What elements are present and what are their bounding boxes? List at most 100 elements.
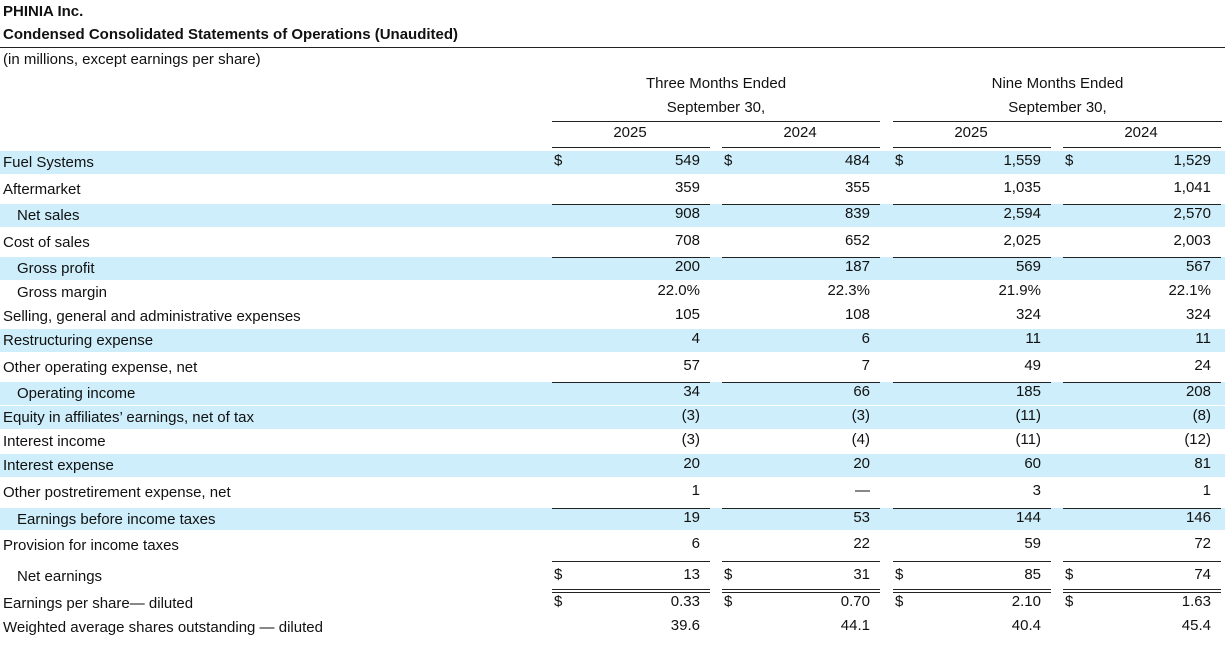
row-shade: [0, 329, 1225, 352]
value-cell: 66: [853, 383, 870, 400]
value-cell: (4): [851, 431, 870, 448]
currency-symbol: $: [895, 565, 904, 583]
value-cell: 146: [1185, 508, 1211, 526]
sum-rule: [1063, 204, 1221, 205]
value-cell: 1,035: [1003, 178, 1041, 196]
sum-rule: [552, 508, 710, 509]
row-label: Net sales: [17, 207, 80, 224]
value-cell: 1,559: [1003, 152, 1041, 169]
column-rule: [722, 147, 880, 148]
group-header: September 30,: [666, 99, 766, 116]
row-label: Selling, general and administrative expe…: [3, 308, 301, 325]
currency-symbol: $: [554, 565, 563, 583]
value-cell: 13: [683, 565, 700, 583]
group-rule: [552, 121, 880, 122]
sum-rule: [893, 257, 1051, 258]
value-cell: 187: [844, 258, 870, 275]
value-cell: 108: [844, 306, 870, 323]
value-cell: 0.70: [840, 592, 870, 610]
row-label: Earnings before income taxes: [17, 510, 216, 528]
value-cell: 31: [853, 565, 870, 583]
row-label: Provision for income taxes: [3, 537, 179, 554]
value-cell: 22.1%: [1168, 282, 1211, 299]
row-shade: [0, 204, 1225, 227]
value-cell: 7: [861, 356, 870, 374]
group-rule: [893, 121, 1222, 122]
value-cell: 21.9%: [998, 282, 1041, 299]
value-cell: 839: [844, 205, 870, 222]
units-note: (in millions, except earnings per share): [3, 51, 261, 68]
value-cell: (3): [681, 407, 700, 424]
value-cell: 0.33: [670, 592, 700, 610]
sum-rule: [893, 508, 1051, 509]
currency-symbol: $: [724, 592, 733, 610]
sum-rule: [722, 561, 880, 562]
row-label: Net earnings: [17, 567, 103, 585]
value-cell: 44.1: [840, 616, 870, 634]
value-cell: 6: [691, 535, 700, 552]
value-cell: 19: [683, 508, 700, 526]
row-label: Weighted average shares outstanding — di…: [3, 618, 323, 636]
value-cell: 24: [1194, 356, 1211, 374]
company-name: PHINIA Inc.: [3, 3, 84, 20]
value-cell: 20: [853, 455, 870, 472]
value-cell: 57: [683, 356, 700, 374]
value-cell: 81: [1194, 455, 1211, 472]
value-cell: 49: [1024, 356, 1041, 374]
value-cell: 20: [683, 455, 700, 472]
currency-symbol: $: [724, 152, 733, 169]
value-cell: 105: [674, 306, 700, 323]
row-label: Other operating expense, net: [3, 358, 198, 376]
sum-rule: [893, 204, 1051, 205]
double-rule: [893, 589, 1051, 593]
value-cell: (12): [1184, 431, 1211, 448]
row-shade: [0, 454, 1225, 477]
row-label: Gross profit: [17, 260, 95, 277]
value-cell: 652: [844, 231, 870, 249]
value-cell: 22.0%: [657, 282, 700, 299]
value-cell: 1.63: [1181, 592, 1211, 610]
sum-rule: [893, 561, 1051, 562]
value-cell: 200: [674, 258, 700, 275]
sum-rule: [722, 204, 880, 205]
value-cell: 2,003: [1173, 231, 1211, 249]
value-cell: 22: [853, 535, 870, 552]
column-rule: [893, 147, 1051, 148]
value-cell: 74: [1194, 565, 1211, 583]
value-cell: 6: [861, 330, 870, 347]
column-header: 2025: [613, 124, 647, 141]
value-cell: 1,041: [1173, 178, 1211, 196]
sum-rule: [722, 382, 880, 383]
currency-symbol: $: [895, 152, 904, 169]
double-rule: [552, 589, 710, 593]
column-rule: [1063, 147, 1221, 148]
column-header: 2025: [954, 124, 988, 141]
group-header: Nine Months Ended: [991, 75, 1124, 92]
row-shade: [0, 151, 1225, 174]
value-cell: (11): [1015, 407, 1041, 424]
row-label: Interest income: [3, 433, 106, 450]
column-header: 2024: [1124, 124, 1158, 141]
row-label: Other postretirement expense, net: [3, 484, 231, 501]
sum-rule: [1063, 508, 1221, 509]
row-label: Equity in affiliates’ earnings, net of t…: [3, 409, 254, 426]
value-cell: 359: [674, 178, 700, 196]
value-cell: 484: [844, 152, 870, 169]
sum-rule: [1063, 257, 1221, 258]
sum-rule: [552, 257, 710, 258]
sum-rule: [552, 382, 710, 383]
sum-rule: [1063, 561, 1221, 562]
group-header: Three Months Ended: [645, 75, 787, 92]
value-cell: 1: [691, 482, 700, 499]
sum-rule: [552, 204, 710, 205]
value-cell: 185: [1015, 383, 1041, 400]
value-cell: 2.10: [1011, 592, 1041, 610]
currency-symbol: $: [724, 565, 733, 583]
value-cell: 567: [1185, 258, 1211, 275]
value-cell: 569: [1015, 258, 1041, 275]
sum-rule: [552, 561, 710, 562]
currency-symbol: $: [1065, 592, 1074, 610]
value-cell: 11: [1195, 330, 1211, 347]
value-cell: 4: [691, 330, 700, 347]
